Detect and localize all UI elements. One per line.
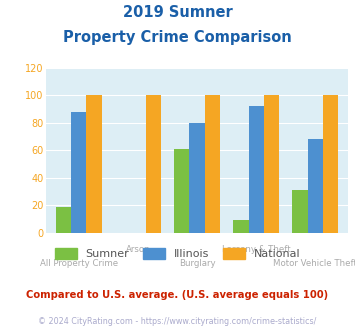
Text: © 2024 CityRating.com - https://www.cityrating.com/crime-statistics/: © 2024 CityRating.com - https://www.city… [38,317,317,326]
Text: Property Crime Comparison: Property Crime Comparison [63,30,292,45]
Bar [323,95,338,233]
Legend: Sumner, Illinois, National: Sumner, Illinois, National [50,244,305,263]
Text: Burglary: Burglary [179,259,215,268]
Bar [56,207,71,233]
Text: Larceny & Theft: Larceny & Theft [222,245,290,254]
Bar [205,95,220,233]
Bar [308,139,323,233]
Bar [248,106,264,233]
Bar [174,149,189,233]
Text: Motor Vehicle Theft: Motor Vehicle Theft [273,259,355,268]
Bar [292,190,308,233]
Text: All Property Crime: All Property Crime [40,259,118,268]
Bar [233,220,248,233]
Bar [189,123,205,233]
Text: Compared to U.S. average. (U.S. average equals 100): Compared to U.S. average. (U.S. average … [26,290,329,300]
Bar [71,112,86,233]
Text: 2019 Sumner: 2019 Sumner [122,5,233,20]
Bar [264,95,279,233]
Bar [86,95,102,233]
Text: Arson: Arson [126,245,150,254]
Bar [146,95,161,233]
